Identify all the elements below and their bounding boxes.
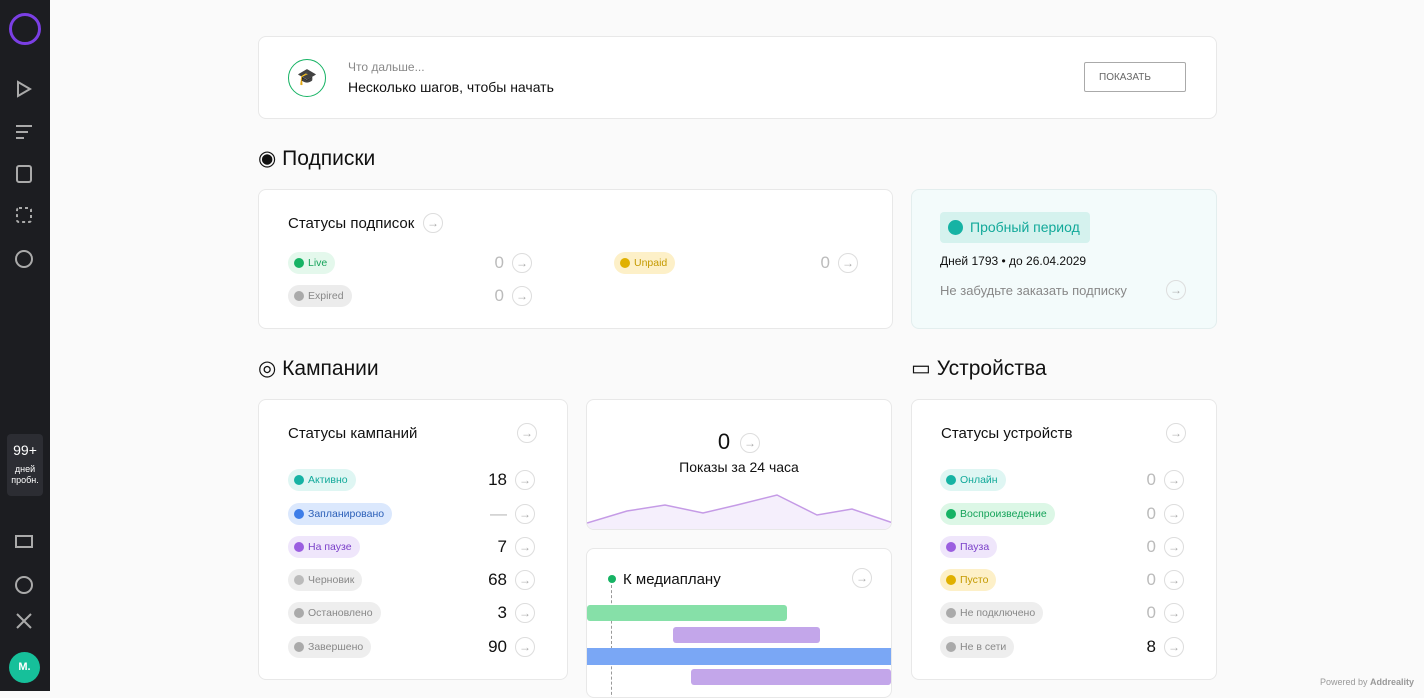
status-pill[interactable]: Expired (288, 285, 352, 307)
arrow[interactable]: → (512, 253, 532, 273)
trial-days: Дней 1793 • до 26.04.2029 (940, 254, 1087, 268)
sparkline (587, 494, 891, 529)
bottom-icons[interactable] (14, 534, 36, 634)
nav-icons[interactable] (14, 78, 36, 278)
status-pill[interactable]: Воспроизведение (940, 503, 1055, 525)
trial-badge[interactable]: 99+ дней пробн. (7, 434, 43, 496)
trial-text: Пробный период (970, 219, 1080, 235)
arrow[interactable]: → (512, 286, 532, 306)
arrow[interactable]: → (515, 637, 535, 657)
heading-text: Кампании (282, 357, 379, 380)
arrow[interactable]: → (515, 537, 535, 557)
arrow[interactable]: → (515, 570, 535, 590)
mediaplan-link[interactable]: К медиаплану (623, 571, 721, 588)
avatar[interactable]: M. (9, 652, 40, 683)
status-count: 0 (820, 253, 830, 272)
arrow[interactable]: → (1166, 423, 1186, 443)
status-pill[interactable]: Онлайн (940, 469, 1006, 491)
arrow[interactable]: → (1164, 504, 1184, 524)
arrow[interactable]: → (838, 253, 858, 273)
status-count: 0 (1146, 570, 1156, 589)
arrow[interactable]: → (515, 470, 535, 490)
arrow[interactable]: → (740, 433, 760, 453)
status-count: — (490, 504, 507, 523)
status-count: 8 (1146, 637, 1156, 656)
status-count: 18 (488, 470, 507, 489)
campaigns-card: Статусы кампаний → Активно 18 → Запланирова… (258, 399, 568, 680)
status-count: 90 (488, 637, 507, 656)
status-pill[interactable]: Не подключено (940, 602, 1044, 624)
arrow[interactable]: → (515, 603, 535, 623)
show-button[interactable]: ПОКАЗАТЬ (1084, 62, 1186, 92)
status-pill[interactable]: Черновик (288, 569, 363, 591)
subtitle: Что дальше... (348, 60, 425, 74)
arrow[interactable]: → (1166, 280, 1186, 300)
sidebar: 99+ дней пробн. M. (0, 0, 50, 691)
arrow[interactable]: → (1164, 637, 1184, 657)
status-pill[interactable]: Завершено (288, 636, 372, 658)
arrow[interactable]: → (1164, 470, 1184, 490)
card-title: Статусы устройств (941, 425, 1073, 442)
status-pill[interactable]: Live (288, 252, 336, 274)
arrow[interactable]: → (423, 213, 443, 233)
arrow[interactable]: → (1164, 537, 1184, 557)
impressions-label: Показы за 24 часа (679, 459, 799, 475)
heading-text: Подписки (282, 147, 376, 170)
status-count: 68 (488, 570, 507, 589)
devices-card: Статусы устройств → Онлайн 0 → Воспроизведе… (911, 399, 1217, 680)
subs-heading: ◉ Подписки (258, 147, 376, 170)
cap-icon: 🎓 (288, 59, 326, 97)
arrow[interactable]: → (517, 423, 537, 443)
status-pill[interactable]: Активно (288, 469, 356, 491)
arrow[interactable]: → (1164, 570, 1184, 590)
logo[interactable] (9, 13, 41, 45)
impressions-card: 0 → Показы за 24 часа (586, 399, 892, 530)
status-pill[interactable]: Остановлено (288, 602, 381, 624)
mediaplan-card: К медиаплану → (586, 548, 892, 698)
title: Несколько шагов, чтобы начать (348, 79, 554, 95)
card-title: Статусы подписок (288, 215, 415, 232)
status-count: 0 (494, 253, 504, 272)
status-pill[interactable]: Запланировано (288, 503, 393, 525)
camp-heading: ◎ Кампании (258, 357, 379, 380)
brand: Addreality (1369, 677, 1414, 687)
status-pill[interactable]: Пусто (940, 569, 997, 591)
status-pill[interactable]: Пауза (940, 536, 998, 558)
arrow[interactable]: → (515, 504, 535, 524)
trial-title: Пробный период (940, 212, 1090, 243)
badge-label: дней пробн. (11, 464, 39, 485)
arrow[interactable]: → (1164, 603, 1184, 623)
arrow[interactable]: → (852, 568, 872, 588)
trial-reminder: Не забудьте заказать подписку (940, 283, 1127, 298)
heading-text: Устройства (936, 357, 1047, 380)
status-count: 3 (497, 603, 507, 622)
status-pill[interactable]: Не в сети (940, 636, 1015, 658)
status-count: 7 (497, 537, 507, 556)
status-count: 0 (1146, 537, 1156, 556)
footer: Powered by Addreality (1320, 677, 1414, 687)
status-pill[interactable]: Unpaid (614, 252, 676, 274)
status-count: 0 (494, 286, 504, 305)
status-count: 0 (1146, 603, 1156, 622)
status-count: 0 (1146, 470, 1156, 489)
subs-card: Статусы подписок → Live 0 → Unpaid 0 → Expired… (258, 189, 893, 329)
card-title: Статусы кампаний (288, 425, 418, 442)
powered: Powered by (1319, 677, 1368, 687)
dev-heading: ▭ Устройства (911, 357, 1047, 380)
status-pill[interactable]: На паузе (288, 536, 360, 558)
trial-card: Пробный период Дней 1793 • до 26.04.2029… (911, 189, 1217, 329)
status-count: 0 (1146, 504, 1156, 523)
impressions-count: 0 (717, 429, 731, 454)
badge: 99+ (13, 442, 37, 458)
onboarding-card: 🎓 Что дальше... Несколько шагов, чтобы н… (258, 36, 1217, 119)
